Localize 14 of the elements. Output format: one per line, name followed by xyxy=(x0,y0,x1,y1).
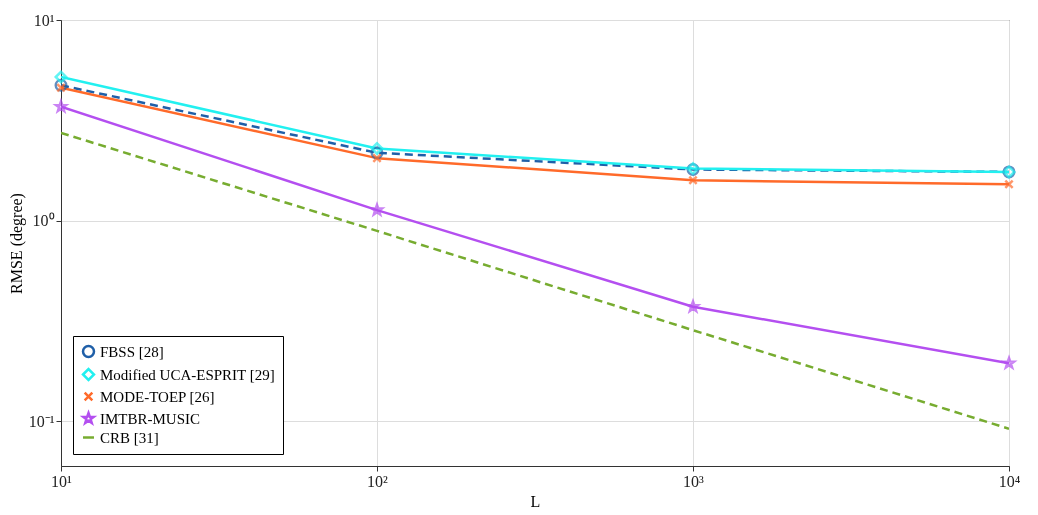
y-tick-label: 10⁻¹ xyxy=(28,412,55,430)
x-tick-label: 10⁴ xyxy=(998,472,1021,490)
legend-label: CRB [31] xyxy=(100,429,159,446)
y-tick-label: 10⁰ xyxy=(32,212,55,230)
legend-label: IMTBR-MUSIC xyxy=(100,410,201,427)
y-tick-label: 10¹ xyxy=(33,11,55,29)
legend-label: FBSS [28] xyxy=(100,343,164,360)
legend-label: Modified UCA-ESPRIT [29] xyxy=(100,366,275,383)
x-tick-label: 10¹ xyxy=(51,472,73,490)
x-tick-label: 10³ xyxy=(683,472,705,490)
x-axis-title: L xyxy=(530,492,541,510)
legend-label: MODE-TOEP [26] xyxy=(100,388,215,405)
y-axis-title: RMSE (degree) xyxy=(7,193,26,294)
x-tick-label: 10² xyxy=(367,472,389,490)
